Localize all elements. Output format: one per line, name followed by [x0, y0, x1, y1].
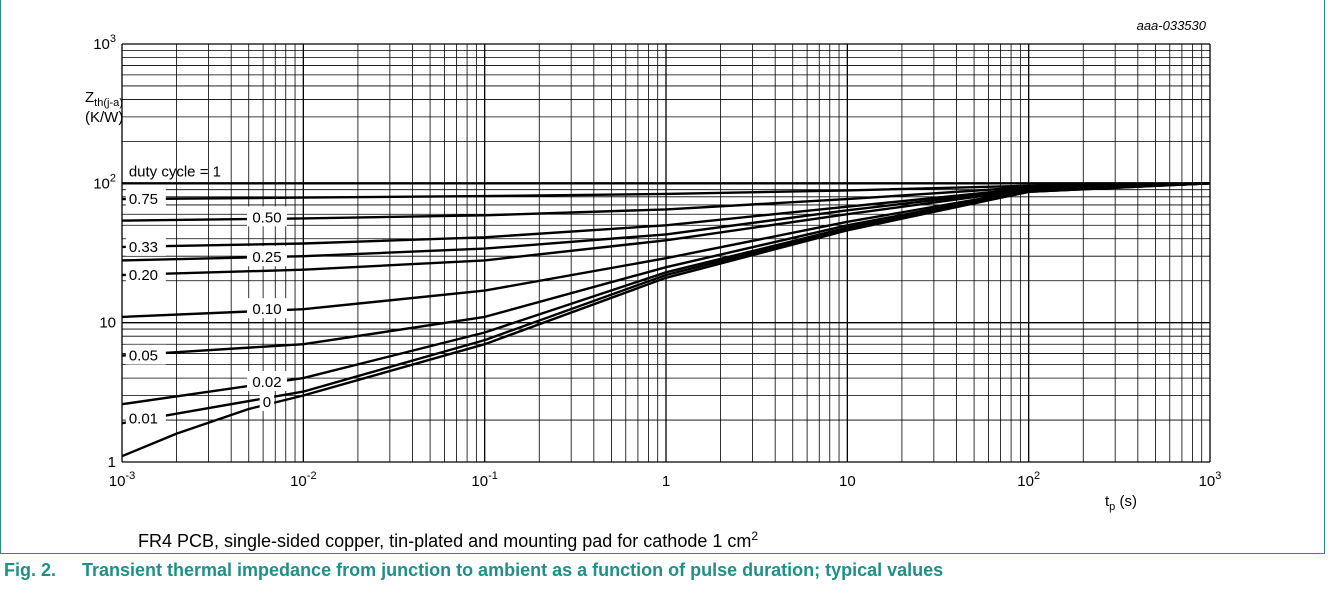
series-layer: [121, 182, 1211, 458]
series-label: duty cycle = 1: [129, 163, 221, 180]
chart-caption: FR4 PCB, single-sided copper, tin-plated…: [138, 529, 759, 551]
series-label-bg: [259, 390, 275, 411]
series-label: 0.33: [129, 239, 158, 256]
y-tick-label: 1: [108, 454, 116, 471]
y-tick-labels: 1 10 102 103: [93, 33, 116, 471]
series-label-bg: [125, 235, 166, 256]
x-tick-labels: 10-3 10-2 10-1 1 10 102 103: [109, 470, 1222, 490]
y-tick-label: 103: [93, 33, 116, 53]
series-line-0: [121, 182, 1211, 458]
figure-title-text: Transient thermal impedance from junctio…: [82, 560, 944, 580]
series-label-bg: [246, 371, 287, 392]
series-label: 0.02: [252, 374, 281, 391]
figure-number: Fig. 2.: [4, 560, 57, 580]
series-label-bg: [246, 206, 287, 227]
series-label: 0.25: [252, 249, 281, 266]
figure-frame: [0, 0, 1325, 554]
series-label: 0.05: [129, 348, 158, 365]
x-tick-label: 10: [839, 473, 856, 490]
series-label: 0.75: [129, 191, 158, 208]
series-line-0-75: [121, 182, 1211, 201]
y-axis-label: Zth(j-a): [85, 89, 123, 109]
figure-code: aaa-033530: [1137, 18, 1207, 33]
series-label: 0.20: [129, 267, 158, 284]
x-tick-label: 103: [1199, 470, 1222, 490]
x-axis-label: tp (s): [1105, 493, 1137, 513]
series-line-0-50: [121, 182, 1211, 222]
x-tick-label: 10-3: [109, 470, 135, 490]
series-label: 0.50: [252, 209, 281, 226]
y-axis-unit: (K/W): [85, 109, 123, 126]
x-tick-label: 102: [1017, 470, 1040, 490]
series-label-bg: [246, 246, 287, 267]
series-label-bg: [246, 298, 287, 319]
x-tick-label: 10-2: [290, 470, 316, 490]
x-tick-label: 1: [662, 473, 670, 490]
y-tick-label: 102: [93, 172, 116, 192]
series-label-bg: [125, 407, 166, 428]
series-label: 0.10: [252, 301, 281, 318]
y-tick-label: 10: [99, 315, 116, 332]
figure-title: Fig. 2. Transient thermal impedance from …: [4, 560, 943, 581]
series-label: 0: [263, 394, 271, 411]
series-label-bg: [125, 188, 166, 209]
series-label: 0.01: [129, 411, 158, 428]
series-label-bg: [125, 344, 166, 365]
x-tick-label: 10-1: [471, 470, 497, 490]
series-label-bg: [125, 263, 166, 284]
series-labels: duty cycle = 1 0.75 0.50 0.33 0.25 0.20 0.10 0.…: [125, 163, 287, 428]
